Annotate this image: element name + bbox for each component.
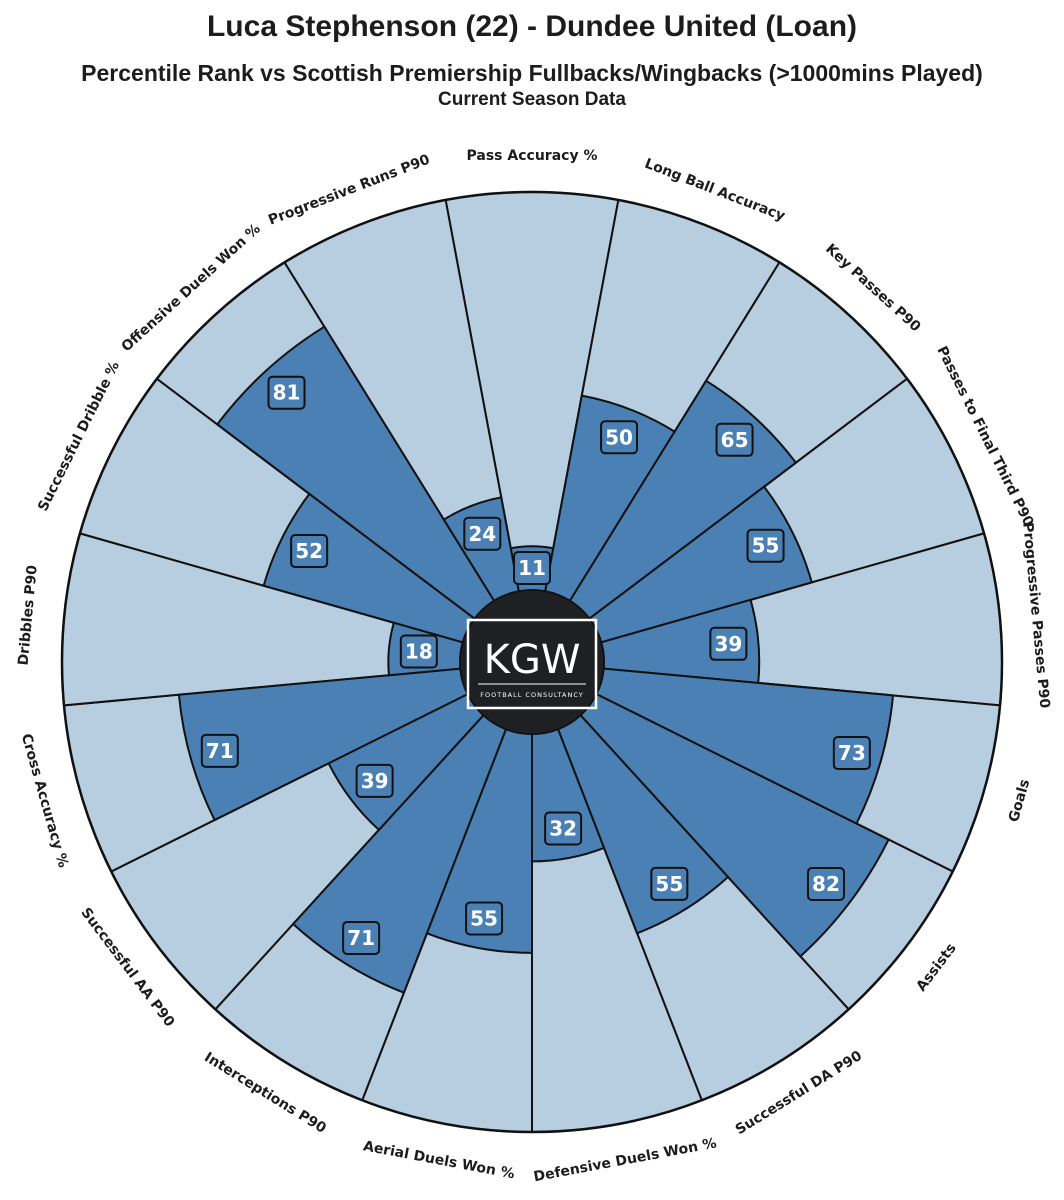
value-label-box [399,634,438,669]
category-label-defensive-duels-won: Defensive Duels Won % [532,1135,718,1185]
value-label-box [709,626,748,661]
value-label-text: 73 [838,741,866,765]
value-label-box [290,534,329,569]
value-label-pass-accuracy: 11 [513,551,551,585]
value-label-successful-da-p90: 55 [650,866,689,901]
value-label-text: 65 [721,428,749,452]
value-label-offensive-duels-won: 81 [267,375,306,410]
value-label-progressive-runs-p90: 24 [463,516,502,551]
value-label-box [544,811,583,846]
value-label-cross-accuracy: 71 [200,733,239,768]
category-label-progressive-passes-p90: Progressive Passes P90 [1019,522,1052,710]
value-label-box [746,528,785,563]
value-label-text: 24 [468,522,496,546]
value-label-box [806,866,845,901]
value-label-box [267,375,306,410]
value-label-text: 55 [470,906,498,930]
category-label-aerial-duels-won: Aerial Duels Won % [362,1138,516,1182]
value-label-box [342,920,381,955]
chart-subtitle-secondary: Current Season Data [438,89,626,110]
chart-subtitle: Percentile Rank vs Scottish Premiership … [81,60,983,86]
category-label-cross-accuracy: Cross Accuracy % [18,732,71,870]
value-label-text: 39 [714,632,742,656]
value-label-box [513,551,551,585]
value-label-box [463,516,502,551]
value-label-interceptions-p90: 71 [342,920,381,955]
value-label-box [715,422,754,457]
value-label-text: 50 [605,425,633,449]
value-label-text: 55 [655,872,683,896]
value-label-text: 52 [295,539,323,563]
value-label-text: 18 [405,640,433,664]
value-label-aerial-duels-won: 55 [465,901,504,936]
value-label-successful-aa-p90: 39 [355,763,394,798]
category-label-goals: Goals [1006,778,1033,824]
outer-ring [60,190,1004,1134]
value-label-box [832,736,871,771]
value-label-assists: 82 [806,866,845,901]
logo-sub-text: FOOTBALL CONSULTANCY [480,691,583,699]
category-label-pass-accuracy: Pass Accuracy % [467,148,598,164]
kgw-logo: KGW FOOTBALL CONSULTANCY [459,589,605,735]
value-label-text: 39 [361,769,389,793]
value-label-box [200,733,239,768]
category-label-dribbles-p90: Dribbles P90 [16,564,41,666]
logo-frame [466,618,598,710]
value-label-text: 82 [812,872,840,896]
value-label-box [465,901,504,936]
value-label-progressive-passes-p90: 39 [709,626,748,661]
value-label-box [600,420,639,455]
chart-title: Luca Stephenson (22) - Dundee United (Lo… [206,10,858,43]
value-labels: 11 50 65 55 39 73 82 55 32 55 71 39 71 18 52 81 24 [200,375,871,955]
outer-circle [60,190,1004,1134]
value-label-defensive-duels-won: 32 [544,811,583,846]
value-label-text: 32 [549,816,577,840]
value-label-goals: 73 [832,736,871,771]
value-label-key-passes-p90: 65 [715,422,754,457]
value-label-passes-to-final-third-p90: 55 [746,528,785,563]
value-label-text: 81 [273,381,301,405]
category-label-assists: Assists [913,941,959,995]
value-label-successful-dribble: 52 [290,534,329,569]
value-label-text: 71 [347,926,375,950]
value-label-text: 11 [518,556,546,580]
value-label-text: 71 [206,739,234,763]
value-label-text: 55 [752,534,780,558]
value-label-dribbles-p90: 18 [399,634,438,669]
value-label-box [355,763,394,798]
logo-circle [459,589,605,735]
value-label-long-ball-accuracy: 50 [600,420,639,455]
logo-main-text: KGW [484,637,581,683]
value-label-box [650,866,689,901]
